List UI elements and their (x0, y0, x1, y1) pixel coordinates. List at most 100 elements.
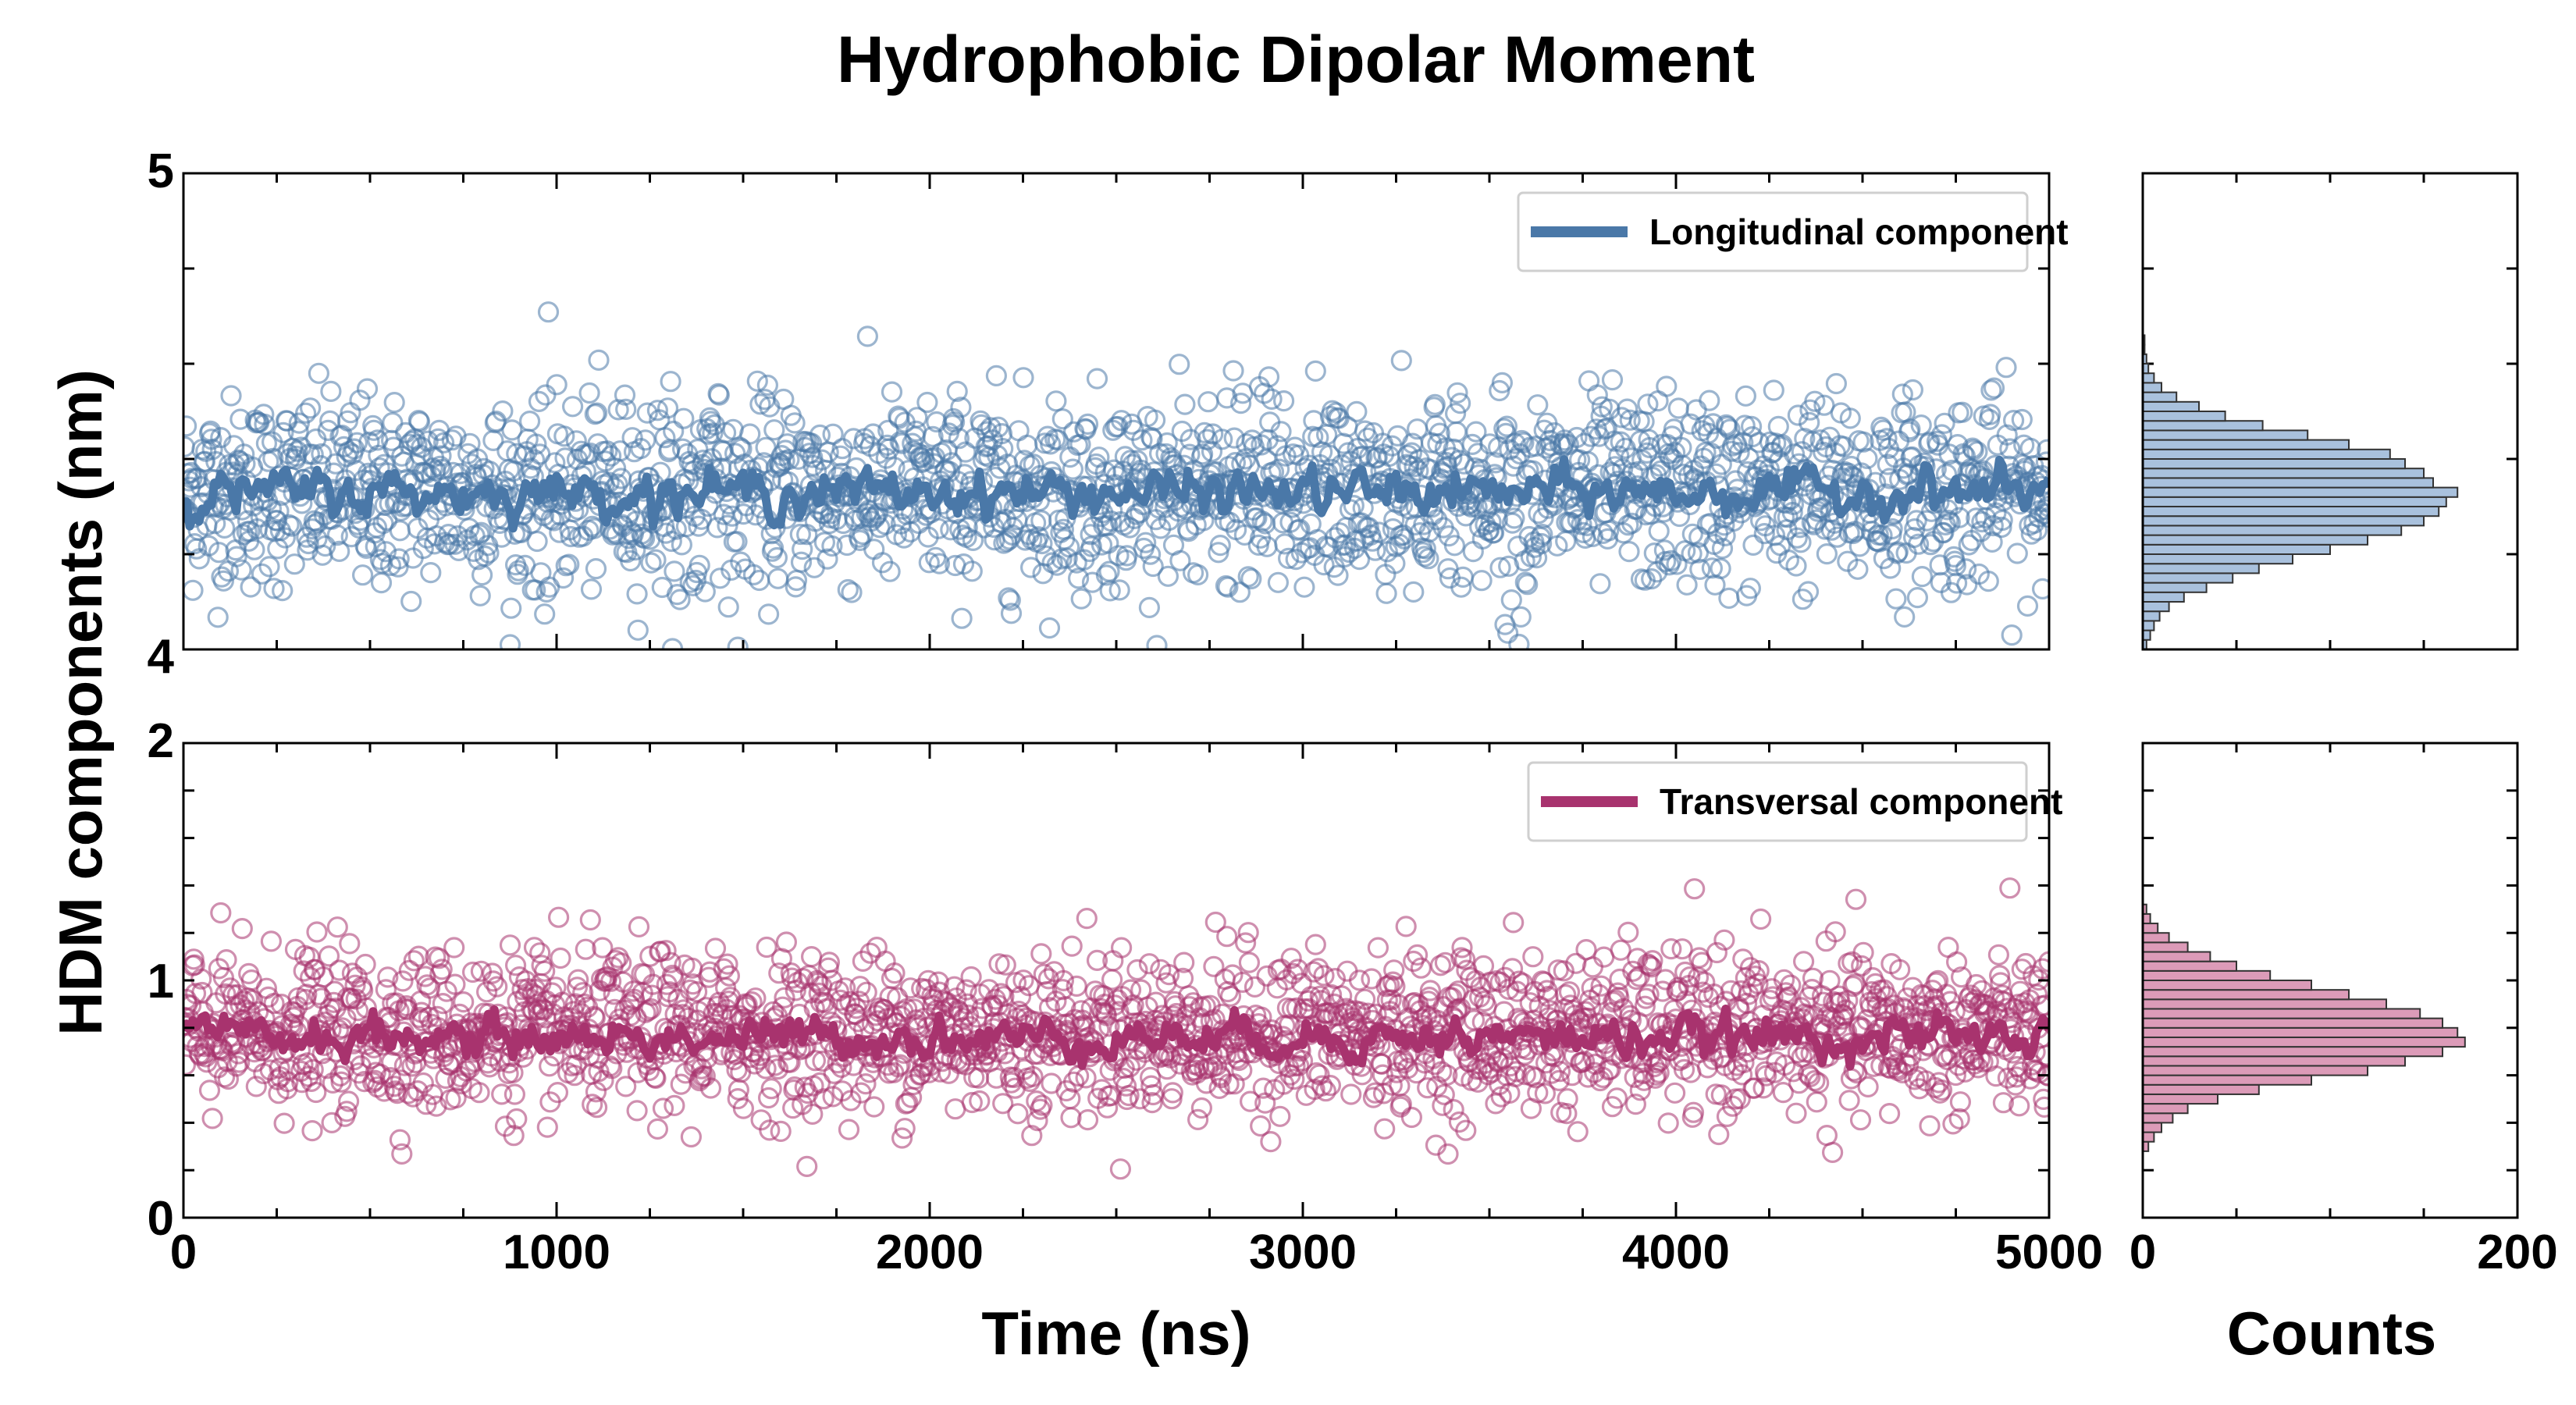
scatter-point (1525, 546, 1548, 569)
scatter-point (278, 1058, 300, 1080)
scatter-point (680, 1126, 703, 1148)
scatter-point (1679, 966, 1701, 988)
scatter-point (377, 966, 399, 988)
scatter-point (184, 983, 207, 1005)
scatter-point (566, 976, 589, 998)
scatter-point (785, 576, 806, 598)
scatter-point (1148, 443, 1171, 464)
scatter-point (615, 398, 637, 421)
scatter-point (1158, 963, 1180, 986)
histogram-bar (2142, 969, 2272, 981)
scatter-point (1069, 433, 1091, 456)
scatter-point (838, 1119, 860, 1140)
y-tick-label: 1 (148, 955, 174, 1008)
scatter-point (645, 549, 667, 571)
scatter-point (578, 382, 600, 404)
scatter-point (1729, 1088, 1751, 1110)
scatter-point (1806, 1091, 1827, 1113)
scatter-point (491, 526, 513, 548)
scatter-point (1451, 937, 1473, 959)
scatter-point (1718, 587, 1740, 610)
scatter-point (1682, 1101, 1705, 1123)
scatter-point (431, 959, 453, 980)
scatter-point (1689, 558, 1711, 581)
scatter-point (927, 971, 949, 993)
scatter-point (2038, 951, 2049, 973)
scatter-point (1297, 990, 1319, 1012)
scatter-point (889, 1054, 911, 1076)
scatter-point (373, 1080, 395, 1102)
scatter-point (702, 422, 724, 444)
scatter-point (1763, 379, 1784, 401)
scatter-point (397, 1083, 419, 1104)
scatter-point (482, 970, 504, 992)
scatter-point (302, 443, 324, 465)
scatter-point (592, 937, 614, 959)
scatter-point (1075, 1067, 1097, 1089)
scatter-point (671, 438, 694, 460)
scatter-point (985, 365, 1008, 386)
scatter-point (1300, 986, 1322, 1008)
scatter-point (388, 548, 410, 570)
scatter-point (1217, 576, 1239, 598)
scatter-point (1305, 1062, 1328, 1084)
scatter-point (226, 546, 247, 567)
scatter-point (998, 587, 1019, 609)
scatter-point (1288, 1055, 1310, 1076)
scatter-point (478, 542, 500, 564)
scatter-point (1395, 916, 1417, 937)
scatter-point (1108, 579, 1130, 601)
scatter-point (599, 1055, 621, 1077)
scatter-point (928, 553, 951, 574)
scatter-point (426, 1005, 448, 1028)
scatter-point (1129, 1088, 1151, 1110)
scatter-point (1286, 959, 1309, 980)
scatter-point (564, 1065, 585, 1087)
scatter-point (1503, 912, 1525, 934)
scatter-point (1030, 943, 1052, 965)
scatter-point (429, 455, 451, 477)
scatter-point (558, 553, 580, 575)
scatter-point (732, 1097, 755, 1119)
scatter-point (961, 1091, 983, 1114)
scatter-point (1857, 1076, 1879, 1098)
scatter-point (1525, 1067, 1547, 1089)
scatter-point (1589, 573, 1611, 595)
scatter-point (789, 523, 811, 546)
scatter-point (1701, 557, 1723, 579)
scatter-point (1000, 603, 1023, 624)
scatter-point (1059, 446, 1081, 468)
scatter-point (670, 1073, 692, 1095)
scatter-point (663, 420, 685, 443)
scatter-point (2032, 578, 2049, 599)
scatter-point (1424, 393, 1446, 415)
scatter-point (1567, 1121, 1589, 1143)
scatter-point (1752, 1077, 1774, 1099)
scatter-point (537, 301, 560, 323)
scatter-point (1070, 588, 1092, 610)
scatter-point (1946, 951, 1968, 973)
scatter-point (1877, 454, 1898, 475)
scatter-point (1710, 454, 1732, 475)
scatter-point (1419, 980, 1441, 1001)
scatter-point (1190, 1097, 1213, 1119)
scatter-point (201, 429, 222, 450)
histogram-bar (2142, 1083, 2260, 1095)
scatter-point (1966, 441, 1988, 463)
scatter-point (491, 1083, 513, 1105)
x-tick-label: 4000 (1622, 1225, 1730, 1279)
scatter-point (1992, 1092, 2014, 1114)
hist-x-tick-label: 0 (2129, 1225, 2156, 1279)
scatter-point (1390, 350, 1412, 372)
scatter-point (585, 1081, 607, 1103)
scatter-point (1748, 432, 1770, 454)
scatter-point (194, 450, 216, 472)
scatter-point (1251, 1006, 1272, 1028)
histogram-bar (2142, 563, 2260, 574)
scatter-point (628, 916, 650, 938)
scatter-point (1804, 1069, 1826, 1092)
scatter-point (1856, 447, 1878, 470)
scatter-point (1863, 1055, 1884, 1077)
scatter-point (1716, 1105, 1738, 1128)
scatter-point (946, 380, 968, 402)
